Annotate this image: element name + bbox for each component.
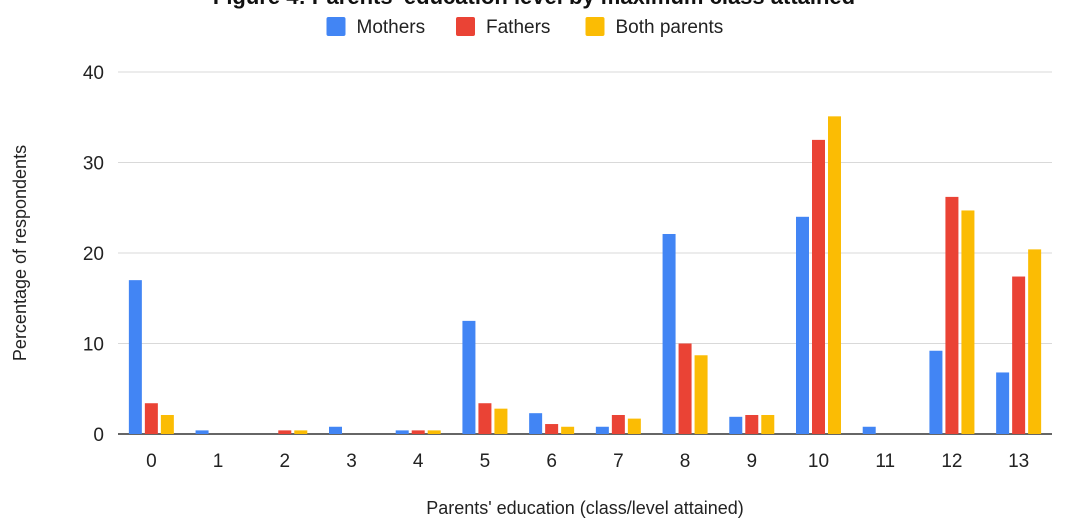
- bar-both-parents: [761, 414, 775, 434]
- bar-mothers: [662, 233, 676, 434]
- bar-fathers: [945, 196, 959, 434]
- x-tick-label: 4: [413, 451, 424, 472]
- bar-mothers: [862, 426, 876, 434]
- bar-both-parents: [828, 116, 841, 434]
- x-tick-label: 9: [746, 451, 757, 472]
- legend-label: Mothers: [357, 17, 426, 38]
- bar-mothers: [796, 216, 809, 434]
- bar-mothers: [996, 372, 1010, 434]
- bar-both-parents: [1028, 249, 1042, 434]
- bar-mothers: [329, 426, 342, 434]
- x-tick-label: 5: [480, 451, 491, 472]
- x-tick-label: 0: [146, 451, 157, 472]
- bar-both-parents: [494, 408, 508, 434]
- bar-both-parents: [160, 414, 174, 434]
- legend-swatch: [585, 17, 605, 36]
- bar-both-parents: [294, 430, 308, 434]
- y-tick-label: 30: [83, 154, 104, 175]
- x-axis-title: Parents' education (class/level attained…: [426, 498, 744, 518]
- x-tick-label: 11: [875, 451, 895, 472]
- y-tick-label: 10: [83, 335, 104, 356]
- bar-fathers: [1012, 276, 1026, 434]
- x-tick-label: 8: [680, 451, 691, 472]
- y-tick-label: 0: [93, 425, 104, 446]
- x-tick-label: 13: [1008, 451, 1029, 472]
- legend-label: Fathers: [486, 17, 550, 38]
- bar-mothers: [395, 430, 409, 434]
- bar-fathers: [745, 414, 759, 434]
- x-tick-label: 7: [613, 451, 624, 472]
- y-tick-label: 40: [83, 63, 104, 84]
- x-tick-label: 6: [546, 451, 557, 472]
- bars: [128, 116, 1042, 434]
- legend-swatch: [326, 17, 346, 36]
- bar-fathers: [611, 414, 625, 434]
- x-tick-label: 10: [808, 451, 829, 472]
- x-tick-label: 3: [346, 451, 357, 472]
- bar-mothers: [195, 430, 209, 434]
- bar-both-parents: [561, 426, 575, 434]
- bar-mothers: [529, 413, 543, 434]
- chart-title: Figure 4: Parents' education level by ma…: [213, 0, 855, 9]
- bar-mothers: [729, 416, 743, 434]
- bar-both-parents: [961, 210, 975, 434]
- bar-fathers: [278, 430, 292, 434]
- bar-fathers: [478, 403, 492, 434]
- y-axis-title: Percentage of respondents: [10, 145, 30, 361]
- bar-fathers: [144, 403, 158, 434]
- legend: Mothers Fathers Both parents: [326, 17, 724, 38]
- bar-mothers: [462, 320, 476, 434]
- bar-both-parents: [427, 430, 441, 434]
- y-axis-ticks: 0 10 20 30 40: [83, 63, 104, 446]
- bar-both-parents: [694, 355, 708, 434]
- bar-mothers: [929, 350, 943, 434]
- bar-mothers: [128, 280, 142, 434]
- bar-fathers: [812, 139, 825, 434]
- bar-mothers: [595, 426, 609, 434]
- bar-fathers: [411, 430, 425, 434]
- x-axis-ticks: 0 1 2 3 4 5 6 7 8 9 10 11 12 13: [146, 451, 1029, 472]
- x-tick-label: 12: [941, 451, 962, 472]
- y-tick-label: 20: [83, 244, 104, 265]
- gridlines: [118, 71, 1052, 435]
- legend-label: Both parents: [616, 17, 724, 38]
- bar-fathers: [678, 343, 692, 434]
- bar-fathers: [545, 424, 559, 434]
- legend-swatch: [456, 17, 475, 36]
- x-tick-label: 1: [213, 451, 224, 472]
- x-tick-label: 2: [279, 451, 290, 472]
- bar-both-parents: [627, 418, 641, 434]
